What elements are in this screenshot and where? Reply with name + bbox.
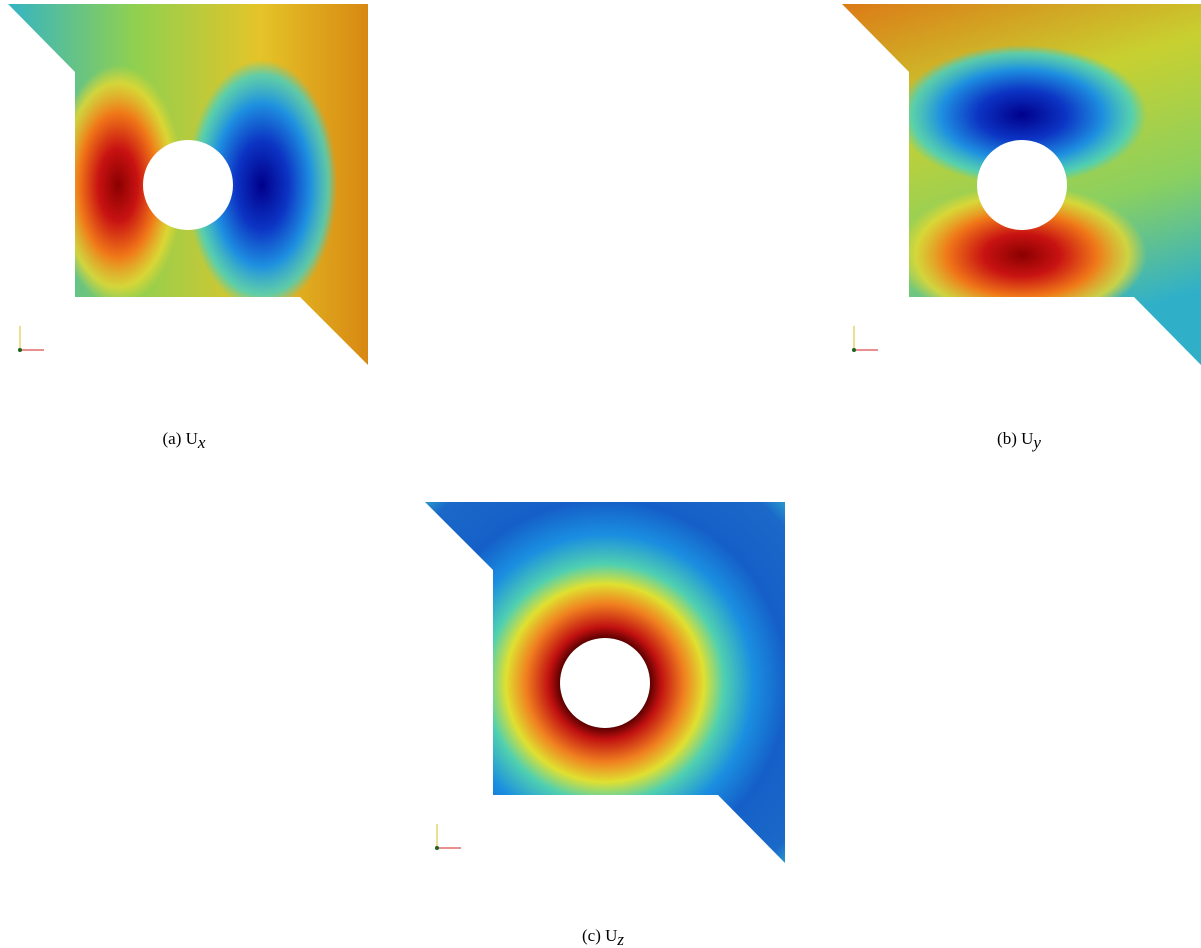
caption-symbol: U: [186, 429, 198, 448]
plot-uz: [425, 502, 785, 863]
caption-symbol: U: [1021, 429, 1033, 448]
plot-uy: [842, 4, 1201, 365]
caption: (b) Uy: [997, 429, 1041, 452]
caption-subscript: z: [616, 930, 624, 948]
caption-symbol: U: [605, 926, 617, 945]
axis-triad: [18, 326, 878, 850]
caption-label: (a): [163, 429, 182, 448]
caption: (c) Uz: [582, 926, 624, 948]
caption-label: (b): [997, 429, 1017, 448]
caption: (a) Ux: [163, 429, 206, 452]
caption-subscript: y: [1031, 433, 1041, 452]
caption-label: (c): [582, 926, 601, 945]
caption-subscript: x: [197, 433, 206, 452]
plot-ux: [8, 4, 368, 365]
